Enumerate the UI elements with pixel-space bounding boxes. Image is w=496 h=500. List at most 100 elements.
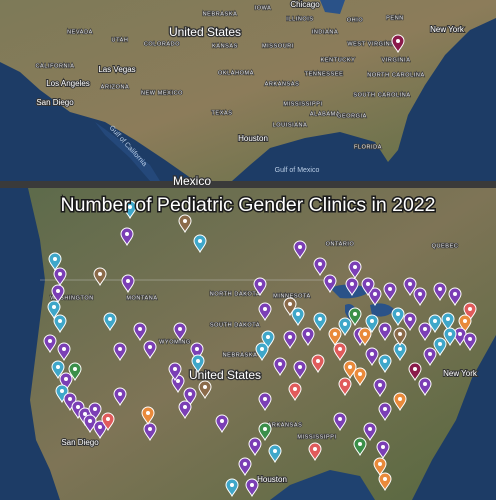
pin-dot <box>458 332 462 336</box>
pin-dot <box>62 347 66 351</box>
pin-body <box>348 307 362 327</box>
pin-body <box>268 444 282 464</box>
label: SOUTH CAROLINA <box>353 92 410 98</box>
pin-dot <box>273 449 277 453</box>
pin-dot <box>363 332 367 336</box>
label: WASHINGTON <box>50 295 94 301</box>
clinic-pin <box>191 354 205 374</box>
pin-dot <box>250 483 254 487</box>
pacific <box>0 188 60 500</box>
pin-dot <box>453 292 457 296</box>
label: ALABAMA <box>310 111 340 117</box>
label: San Diego <box>61 438 99 447</box>
pin-dot <box>378 383 382 387</box>
clinic-pin <box>141 406 155 426</box>
clinic-pin <box>113 342 127 362</box>
pin-dot <box>178 327 182 331</box>
label: ARIZONA <box>101 84 130 90</box>
pin-body <box>288 382 302 402</box>
clinic-pin <box>338 377 352 397</box>
pin-body <box>408 362 422 382</box>
pin-dot <box>316 359 320 363</box>
pin-body <box>348 260 362 280</box>
pin-dot <box>183 405 187 409</box>
pin-body <box>393 392 407 412</box>
pin-body <box>365 347 379 367</box>
clinic-pin <box>93 267 107 287</box>
label: IOWA <box>255 5 272 11</box>
pin-dot <box>146 411 150 415</box>
pin-dot <box>396 39 400 43</box>
label: QUEBEC <box>432 243 459 249</box>
label: NORTH CAROLINA <box>367 72 425 78</box>
pin-dot <box>383 327 387 331</box>
pin-dot <box>438 287 442 291</box>
clinic-pin <box>101 412 115 432</box>
label: Mexico <box>173 174 211 188</box>
clinic-pin <box>173 322 187 342</box>
bottom-map <box>0 188 496 500</box>
label: INDIANA <box>312 29 339 35</box>
pin-dot <box>318 262 322 266</box>
label: San Diego <box>36 98 74 107</box>
pin-body <box>345 277 359 297</box>
label: NEBRASKA <box>223 352 258 358</box>
clinic-pin <box>63 392 77 412</box>
pin-dot <box>73 367 77 371</box>
pin-body <box>391 307 405 327</box>
pin-dot <box>138 327 142 331</box>
pin-dot <box>203 385 207 389</box>
pin-dot <box>243 462 247 466</box>
pin-body <box>57 342 71 362</box>
label: TEXAS <box>211 110 232 116</box>
pin-body <box>393 327 407 347</box>
land <box>0 0 496 181</box>
clinic-pin <box>323 274 337 294</box>
pin-body <box>363 422 377 442</box>
clinic-pin <box>313 312 327 332</box>
pin-body <box>101 412 115 432</box>
pin-body <box>48 252 62 272</box>
pin-dot <box>328 279 332 283</box>
pin-body <box>68 362 82 382</box>
pin-body <box>353 437 367 457</box>
clinic-pin <box>143 422 157 442</box>
pin-body <box>253 277 267 297</box>
clinic-pin <box>463 302 477 322</box>
pin-body <box>441 312 455 332</box>
clinic-pin <box>311 354 325 374</box>
pin-dot <box>353 265 357 269</box>
pin-body <box>378 354 392 374</box>
pin-body <box>353 367 367 387</box>
label: PENN <box>386 15 404 21</box>
pin-body <box>376 440 390 460</box>
pin-dot <box>396 312 400 316</box>
clinic-pin <box>393 392 407 412</box>
clinic-pin <box>59 372 73 392</box>
pin-dot <box>288 302 292 306</box>
pin-body <box>378 402 392 422</box>
pin-body <box>258 302 272 322</box>
pin-body <box>113 387 127 407</box>
clinic-pin <box>393 342 407 362</box>
pin-dot <box>358 442 362 446</box>
pin-body <box>198 380 212 400</box>
clinic-pin <box>143 340 157 360</box>
clinic-pin <box>293 240 307 260</box>
pin-body <box>423 347 437 367</box>
clinic-pin <box>391 307 405 327</box>
clinic-pin <box>193 234 207 254</box>
clinic-pin <box>123 200 137 220</box>
label: Houston <box>257 475 287 484</box>
clinic-pin <box>288 382 302 402</box>
label: Las Vegas <box>98 65 135 74</box>
label: New York <box>443 369 478 378</box>
clinic-pin <box>261 330 275 350</box>
pin-dot <box>398 397 402 401</box>
pin-dot <box>68 397 72 401</box>
pin-body <box>93 420 107 440</box>
pin-dot <box>188 392 192 396</box>
pin-body <box>143 340 157 360</box>
pin-body <box>225 478 239 498</box>
pin-body <box>168 362 182 382</box>
